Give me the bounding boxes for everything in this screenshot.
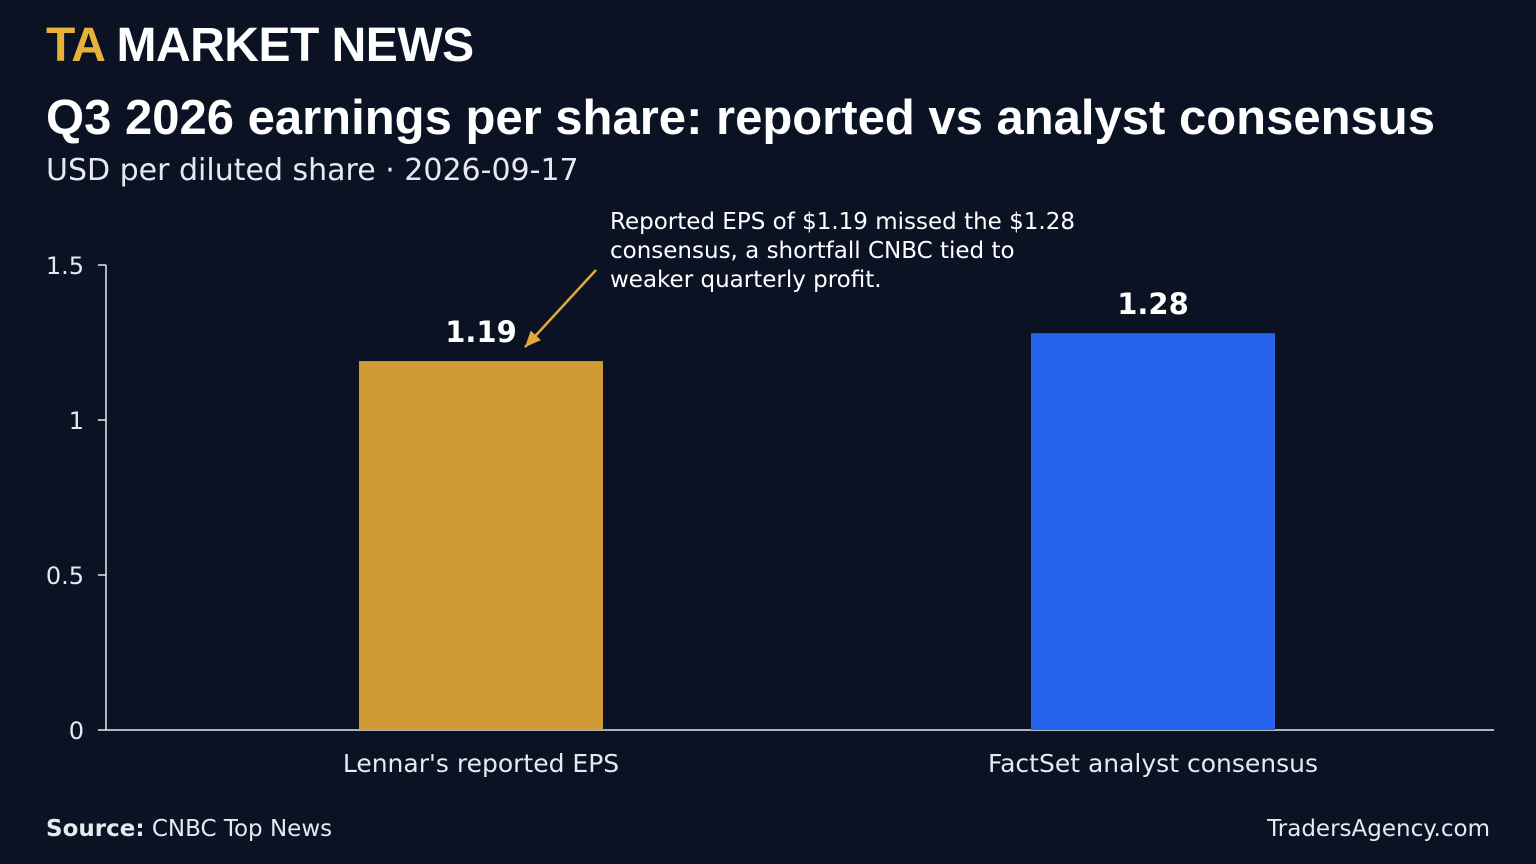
x-tick-label: FactSet analyst consensus	[988, 749, 1318, 778]
y-tick-label: 0	[69, 717, 84, 745]
annotation-text-line: consensus, a shortfall CNBC tied to	[610, 238, 1015, 264]
x-tick-label: Lennar's reported EPS	[343, 749, 619, 778]
source-label: Source:	[46, 816, 145, 842]
y-tick-label: 1.5	[46, 252, 84, 280]
brand-logo: TA MARKET NEWS	[46, 18, 474, 74]
y-tick-label: 0.5	[46, 562, 84, 590]
bar	[359, 361, 603, 730]
bar	[1031, 333, 1275, 730]
data-label: 1.28	[1117, 287, 1189, 321]
site-credit: TradersAgency.com	[1267, 816, 1490, 842]
y-tick-label: 1	[69, 407, 84, 435]
source-credit: Source: CNBC Top News	[46, 814, 332, 844]
data-label: 1.19	[445, 315, 517, 349]
annotation-arrow-head	[525, 330, 541, 348]
source-text: CNBC Top News	[151, 816, 333, 842]
annotation-arrow-line	[524, 269, 597, 348]
brand-name: MARKET NEWS	[116, 19, 474, 72]
brand-mark: TA	[46, 19, 104, 72]
annotation-text-line: Reported EPS of $1.19 missed the $1.28	[610, 209, 1075, 235]
annotation-text-line: weaker quarterly profit.	[610, 267, 882, 293]
chart-subtitle: USD per diluted share · 2026-09-17	[46, 153, 579, 188]
chart-title: Q3 2026 earnings per share: reported vs …	[46, 91, 1435, 145]
